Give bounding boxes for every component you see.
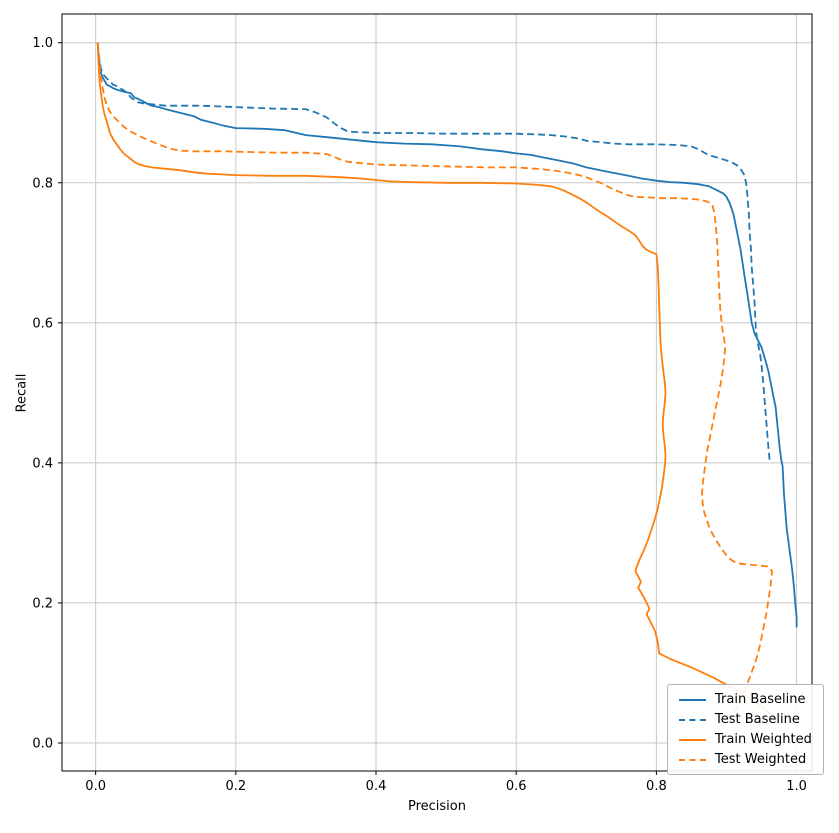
x-tick-label: 0.4 bbox=[366, 779, 387, 794]
series-line-test-weighted bbox=[96, 42, 773, 723]
y-tick-label: 0.0 bbox=[32, 736, 53, 751]
x-tick-label: 0.0 bbox=[85, 779, 106, 794]
legend-entry: Test Weighted bbox=[679, 753, 812, 766]
series-line-train-weighted bbox=[96, 42, 780, 727]
x-tick-label: 1.0 bbox=[786, 779, 807, 794]
x-tick-label: 0.6 bbox=[506, 779, 527, 794]
legend-entry: Test Baseline bbox=[679, 713, 812, 726]
legend: Train Baseline Test Baseline Train Weighte… bbox=[667, 684, 824, 775]
legend-line-sample bbox=[679, 718, 706, 721]
legend-entry: Train Baseline bbox=[679, 693, 812, 706]
legend-entry: Train Weighted bbox=[679, 733, 812, 746]
series-line-train-baseline bbox=[96, 42, 798, 628]
x-tick-label: 0.8 bbox=[646, 779, 667, 794]
y-tick-label: 0.8 bbox=[32, 176, 53, 191]
x-tick-label: 0.2 bbox=[225, 779, 246, 794]
legend-line-sample bbox=[679, 758, 706, 761]
legend-label: Test Baseline bbox=[715, 712, 800, 727]
plot-border bbox=[61, 13, 813, 772]
legend-line-sample bbox=[679, 738, 706, 741]
y-tick-label: 0.6 bbox=[32, 316, 53, 331]
series-line-test-baseline bbox=[96, 42, 771, 463]
legend-label: Test Weighted bbox=[715, 752, 807, 767]
x-axis-label: Precision bbox=[407, 799, 466, 814]
legend-line-sample bbox=[679, 698, 706, 701]
y-tick-label: 0.2 bbox=[32, 596, 53, 611]
y-tick-label: 0.4 bbox=[32, 456, 53, 471]
y-axis-label: Recall bbox=[14, 373, 30, 413]
legend-label: Train Weighted bbox=[715, 732, 812, 747]
legend-label: Train Baseline bbox=[715, 692, 806, 707]
y-tick-label: 1.0 bbox=[32, 36, 53, 51]
